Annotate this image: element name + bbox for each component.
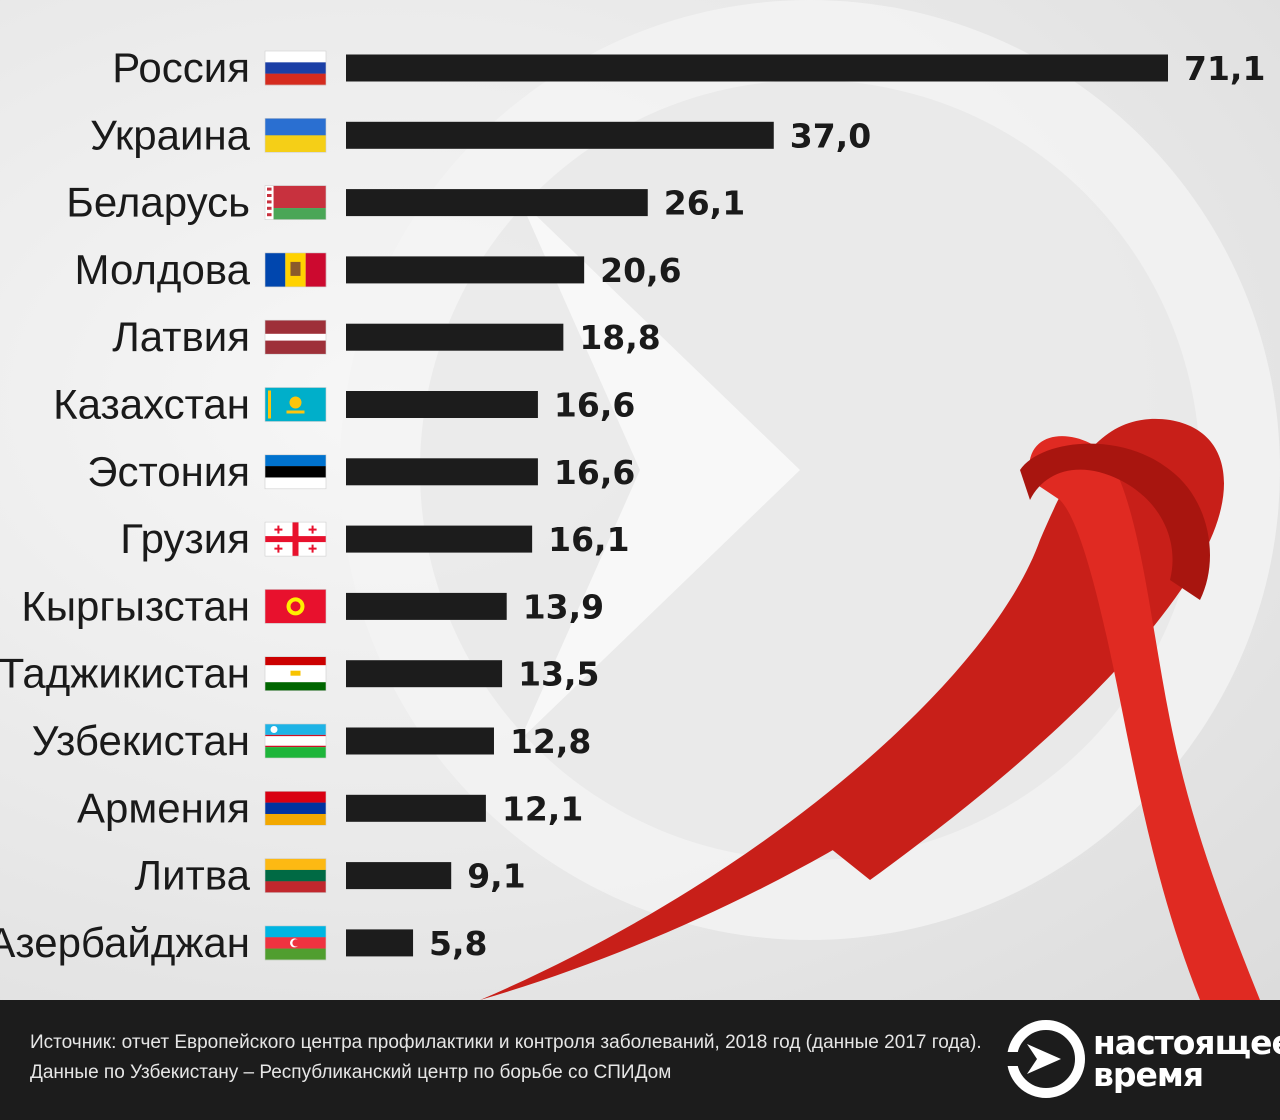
- nastoyashchee-vremya-logo: настоящее время: [1005, 1018, 1280, 1102]
- bar: [346, 862, 452, 890]
- value-label: 16,6: [554, 386, 635, 425]
- chart-row: Узбекистан 12,8: [32, 717, 592, 764]
- country-label: Молдова: [75, 246, 251, 293]
- value-label: 71,1: [1184, 49, 1265, 88]
- moldova-flag: [264, 252, 327, 288]
- value-label: 26,1: [664, 184, 745, 223]
- georgia-flag: [264, 521, 327, 557]
- belarus-flag: [264, 185, 327, 220]
- country-label: Таджикистан: [0, 650, 250, 697]
- country-label: Россия: [112, 44, 250, 91]
- bar: [346, 929, 414, 957]
- chart-row: Молдова 20,6: [75, 246, 682, 293]
- country-label: Эстония: [87, 448, 250, 495]
- value-label: 12,1: [502, 789, 583, 828]
- logo-word-vremya: время: [1093, 1055, 1204, 1094]
- country-label: Казахстан: [53, 381, 250, 428]
- value-label: 16,1: [548, 520, 629, 559]
- bar: [346, 660, 503, 688]
- country-label: Армения: [77, 784, 250, 831]
- bar: [346, 592, 507, 620]
- country-label: Беларусь: [66, 179, 250, 226]
- bar: [346, 794, 486, 822]
- chart-row: Кыргызстан 13,9: [21, 582, 604, 629]
- chart-row: Эстония 16,6: [87, 448, 635, 495]
- estonia-flag: [264, 454, 327, 490]
- bar: [346, 256, 585, 284]
- chart-row: Казахстан 16,6: [53, 381, 635, 428]
- background-decoration: [480, 418, 1260, 1000]
- bar: [346, 525, 533, 553]
- bar: [346, 458, 538, 486]
- chart-row: Армения 12,1: [77, 784, 583, 831]
- value-label: 37,0: [790, 116, 871, 155]
- value-label: 5,8: [429, 924, 487, 963]
- chart-row: Литва 9,1: [135, 852, 526, 899]
- chart-canvas: Россия 71,1 Украина 37,0 Беларусь 26,1 Молдова…: [0, 0, 1280, 1000]
- source-note: Источник: отчет Европейского центра проф…: [30, 1032, 982, 1053]
- country-label: Кыргызстан: [21, 582, 250, 629]
- bar: [346, 323, 564, 351]
- country-label: Украина: [90, 111, 251, 158]
- chart-row: Латвия 18,8: [112, 313, 661, 360]
- bar-chart: Россия 71,1 Украина 37,0 Беларусь 26,1 Молдова…: [0, 44, 1265, 966]
- tajikistan-flag: [264, 656, 327, 692]
- chart-row: Беларусь 26,1: [66, 179, 745, 226]
- bar: [346, 121, 774, 149]
- chart-row: Таджикистан 13,5: [0, 650, 599, 697]
- value-label: 12,8: [510, 722, 591, 761]
- latvia-flag: [264, 319, 327, 355]
- bar: [346, 727, 494, 755]
- footer: Источник: отчет Европейского центра проф…: [0, 1000, 1280, 1120]
- value-label: 13,9: [523, 587, 604, 626]
- chart-row: Украина 37,0: [90, 111, 871, 158]
- country-label: Литва: [135, 852, 251, 899]
- play-arrow-logo-icon: [1005, 1020, 1085, 1098]
- value-label: 13,5: [518, 655, 599, 694]
- ukraine-flag: [264, 118, 327, 153]
- country-label: Узбекистан: [32, 717, 250, 764]
- uzbekistan-flag: [264, 723, 327, 759]
- kyrgyzstan-flag: [264, 589, 327, 624]
- bar: [346, 189, 648, 217]
- country-label: Грузия: [120, 515, 250, 562]
- armenia-flag: [264, 790, 327, 826]
- red-ribbon-icon: [480, 418, 1260, 1000]
- lithuania-flag: [264, 858, 327, 893]
- value-label: 18,8: [579, 318, 660, 357]
- chart-row: Азербайджан 5,8: [0, 919, 488, 966]
- azerbaijan-flag: [264, 925, 327, 961]
- chart-row: Грузия 16,1: [120, 515, 629, 562]
- bar: [346, 391, 538, 418]
- source-note-uzbekistan: Данные по Узбекистану – Республиканский …: [30, 1062, 672, 1083]
- value-label: 16,6: [554, 453, 635, 492]
- chart-row: Россия 71,1: [112, 44, 1265, 91]
- kazakhstan-flag: [264, 387, 327, 422]
- country-label: Азербайджан: [0, 919, 250, 966]
- country-label: Латвия: [112, 313, 250, 360]
- bar: [346, 54, 1168, 82]
- value-label: 20,6: [600, 251, 681, 290]
- logo-word-nastoyashchee: настоящее: [1093, 1023, 1280, 1062]
- russia-flag: [264, 50, 327, 86]
- value-label: 9,1: [467, 857, 525, 896]
